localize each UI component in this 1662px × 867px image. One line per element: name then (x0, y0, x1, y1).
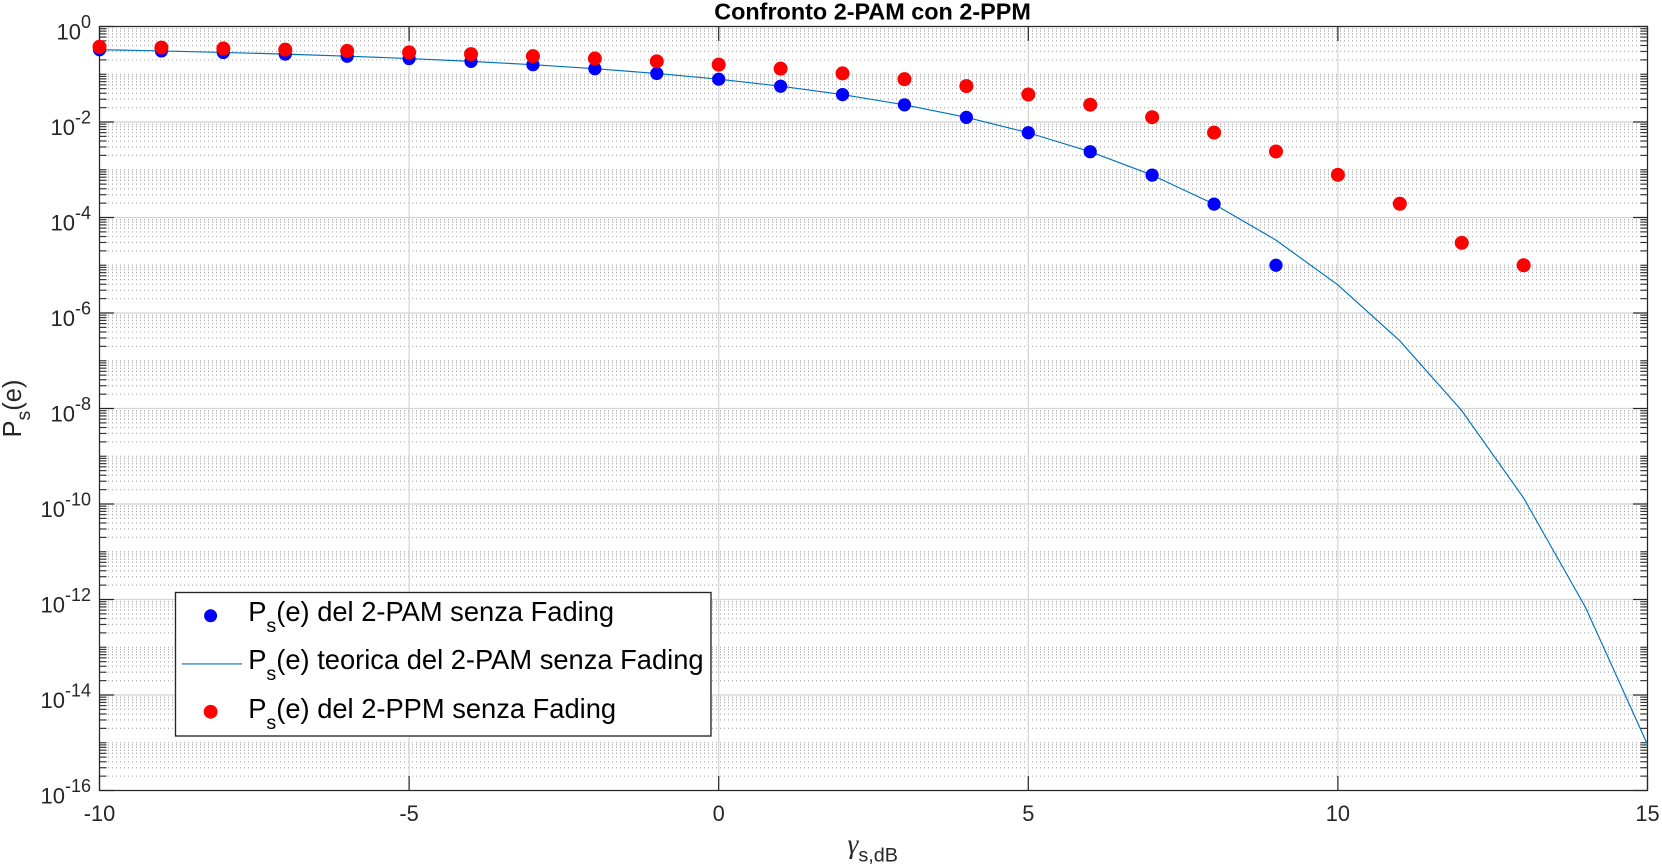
svg-text:0: 0 (713, 801, 725, 826)
svg-text:10: 10 (1326, 801, 1350, 826)
svg-text:-10: -10 (84, 801, 116, 826)
svg-text:5: 5 (1022, 801, 1034, 826)
svg-text:-5: -5 (399, 801, 418, 826)
svg-text:Confronto 2-PAM con 2-PPM: Confronto 2-PAM con 2-PPM (714, 0, 1031, 24)
svg-text:Ps(e): Ps(e) (0, 380, 35, 438)
svg-text:15: 15 (1635, 801, 1659, 826)
